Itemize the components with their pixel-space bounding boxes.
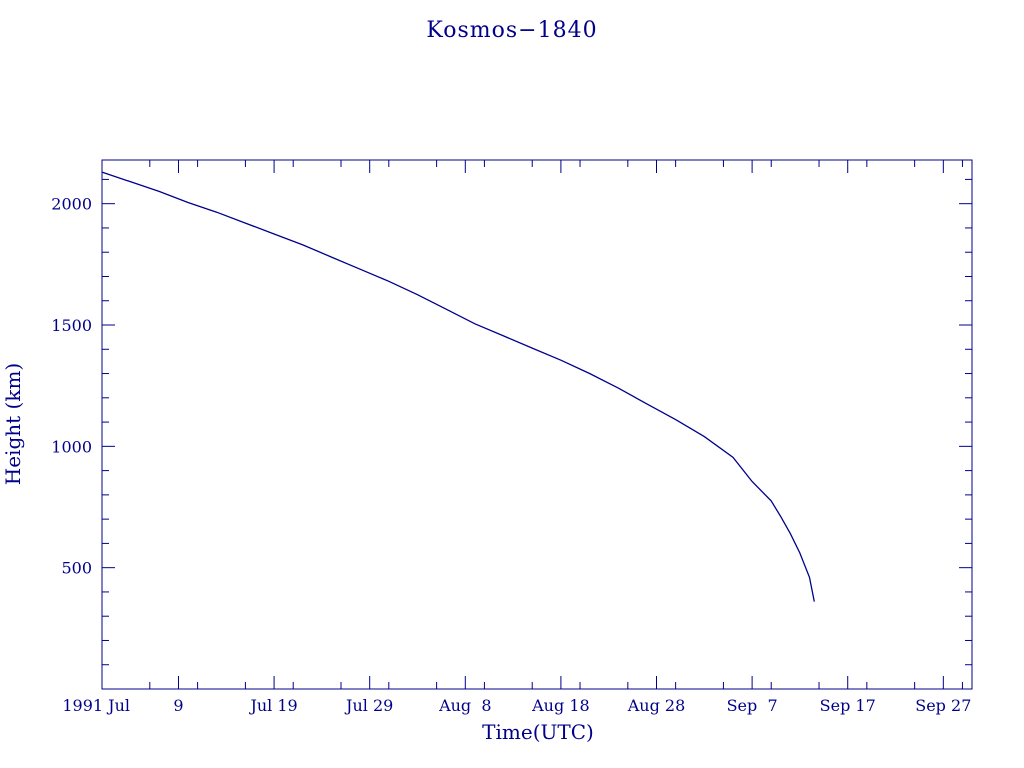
x-tick-label: Sep 17 — [820, 696, 876, 715]
tick-marks — [102, 160, 972, 689]
series-line-0 — [101, 171, 815, 602]
x-tick-label: Aug 8 — [438, 696, 491, 715]
x-tick-label: Aug 18 — [531, 696, 590, 715]
x-tick-label: 1991 Jul — [62, 696, 130, 715]
x-tick-label: Jul 19 — [248, 696, 297, 715]
y-axis-title: Height (km) — [1, 363, 25, 485]
y-tick-label: 2000 — [51, 195, 92, 214]
y-tick-label: 1500 — [51, 316, 92, 335]
series-layer — [101, 171, 815, 602]
plot-frame — [101, 159, 973, 690]
x-tick-label: Jul 29 — [344, 696, 393, 715]
x-axis-title: Time(UTC) — [482, 720, 594, 744]
tick-labels: 500 1000 1500 2000 1991 Jul 9 Jul 19 Jul 29 Aug … — [51, 195, 971, 715]
chart-title: Kosmos−1840 — [426, 18, 597, 43]
y-tick-label: 500 — [61, 559, 92, 578]
x-tick-label: Sep 27 — [915, 696, 971, 715]
x-tick-label: 9 — [173, 696, 183, 715]
x-tick-label: Sep 7 — [727, 696, 778, 715]
x-tick-label: Aug 28 — [627, 696, 686, 715]
y-tick-label: 1000 — [51, 437, 92, 456]
